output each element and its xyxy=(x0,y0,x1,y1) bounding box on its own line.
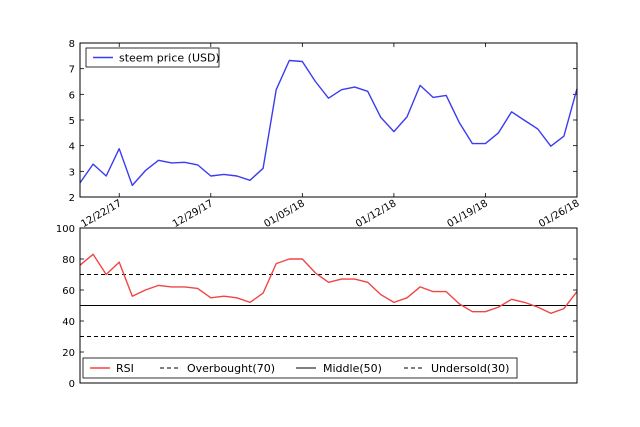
price-legend-box xyxy=(85,47,220,68)
rsi-y-tick-label: 100 xyxy=(56,224,75,235)
middle-legend-label: Middle(50) xyxy=(323,362,382,375)
rsi-y-tick-label: 60 xyxy=(62,286,75,297)
rsi-y-tick-label: 0 xyxy=(69,379,75,390)
price-series-line xyxy=(79,59,578,187)
price-plot-frame xyxy=(79,42,578,198)
price-y-tick-label: 8 xyxy=(69,39,75,50)
overbought-legend-label: Overbought(70) xyxy=(187,362,275,375)
rsi-y-tick-label: 40 xyxy=(62,317,75,328)
rsi-y-tick-label: 80 xyxy=(62,255,75,266)
rsi-legend: RSI Overbought(70) Middle(50) Undersold(… xyxy=(82,357,518,379)
price-data-points xyxy=(79,59,579,187)
price-y-tick-label: 5 xyxy=(69,116,75,127)
price-y-tick-label: 3 xyxy=(69,167,75,178)
price-legend: steem price (USD) xyxy=(85,47,220,68)
rsi-series-line xyxy=(79,253,578,314)
price-y-tick-label: 7 xyxy=(69,65,75,76)
undersold-legend-label: Undersold(30) xyxy=(431,362,509,375)
price-x-tick-label: 01/26/18 xyxy=(537,198,581,230)
price-x-tick-label: 12/22/17 xyxy=(79,198,123,230)
price-x-tick-label: 01/05/18 xyxy=(262,198,306,230)
price-x-tick-label: 12/29/17 xyxy=(171,198,215,230)
price-x-tick-label: 01/12/18 xyxy=(354,198,398,230)
price-gridlines: 2 3 4 5 6 7 8 xyxy=(69,39,577,204)
price-legend-label: steem price (USD) xyxy=(119,52,220,65)
rsi-reference-lines xyxy=(80,273,577,338)
rsi-chart: 0 20 40 60 80 100 RSI Overbought(70) Middle(5… xyxy=(56,224,578,390)
price-y-tick-label: 2 xyxy=(69,193,75,204)
rsi-legend-label: RSI xyxy=(116,362,134,375)
price-y-tick-label: 6 xyxy=(69,90,75,101)
price-y-tick-label: 4 xyxy=(69,142,75,153)
rsi-plot-frame xyxy=(79,227,578,384)
rsi-y-tick-label: 20 xyxy=(62,348,75,359)
price-x-tick-label: 01/19/18 xyxy=(446,198,490,230)
price-chart: 2 3 4 5 6 7 8 12/22/17 12/29/17 01/05/18 01/12/18… xyxy=(69,39,582,230)
price-x-ticks: 12/22/17 12/29/17 01/05/18 01/12/18 01/19/18… xyxy=(79,43,582,230)
